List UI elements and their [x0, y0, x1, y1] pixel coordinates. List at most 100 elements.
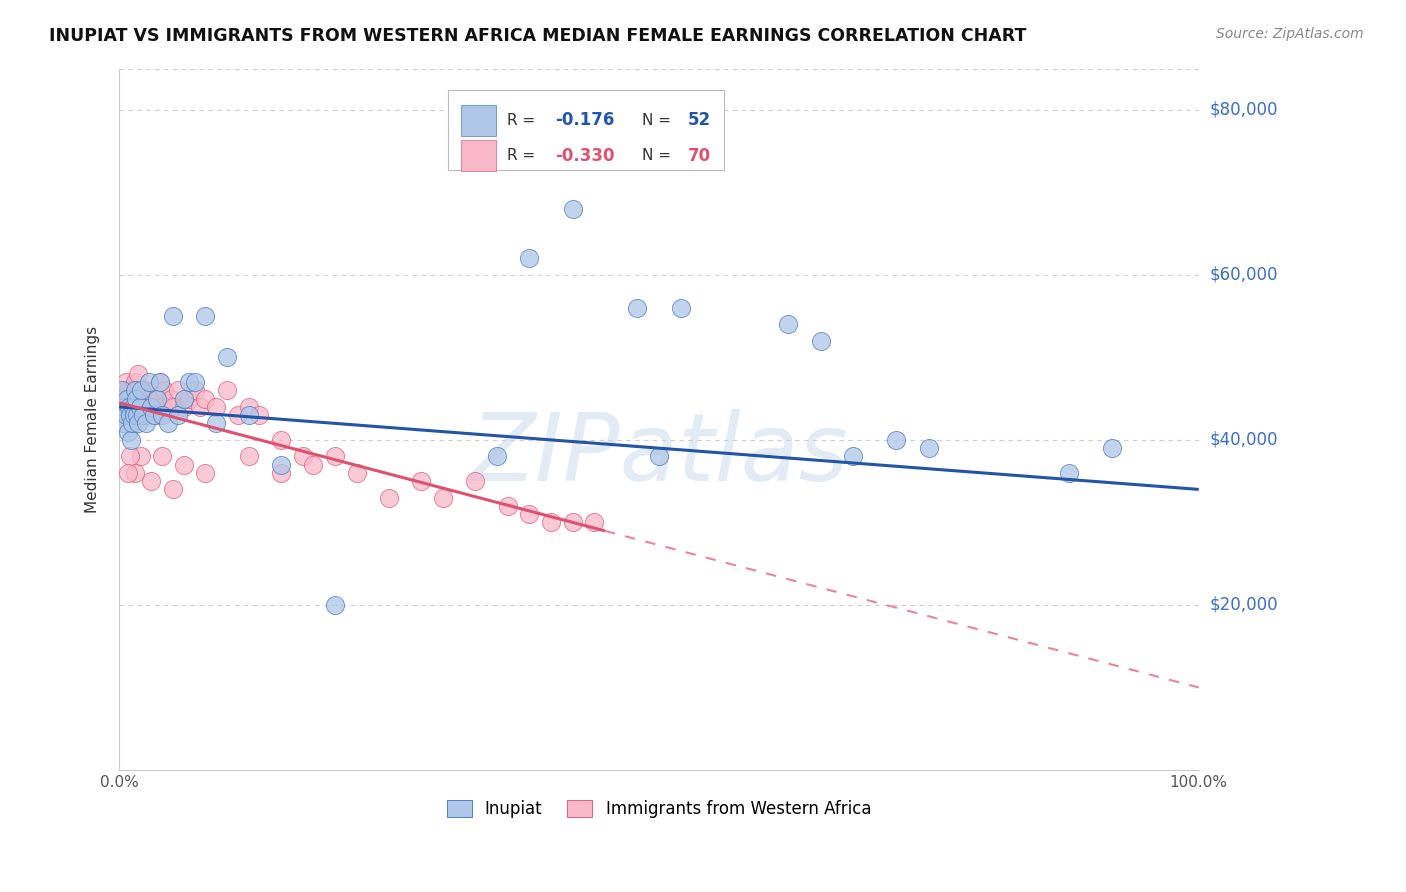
Point — [561, 202, 583, 216]
Point — [149, 375, 172, 389]
Point — [150, 450, 173, 464]
Point — [669, 301, 692, 315]
Text: R =: R = — [506, 112, 534, 128]
Point — [127, 417, 149, 431]
Point — [302, 458, 325, 472]
Point — [188, 400, 211, 414]
Point — [167, 408, 190, 422]
Point — [111, 408, 134, 422]
Point — [121, 417, 143, 431]
Point — [118, 392, 141, 406]
Point — [115, 392, 138, 406]
Point — [136, 408, 159, 422]
Text: 70: 70 — [688, 146, 711, 165]
Point — [114, 400, 136, 414]
Point — [162, 483, 184, 497]
Point — [183, 375, 205, 389]
Text: $80,000: $80,000 — [1211, 101, 1278, 119]
Point — [127, 408, 149, 422]
Legend: Inupiat, Immigrants from Western Africa: Inupiat, Immigrants from Western Africa — [440, 793, 877, 825]
Point — [886, 433, 908, 447]
Point — [205, 400, 228, 414]
Text: $20,000: $20,000 — [1211, 596, 1278, 614]
Y-axis label: Median Female Earnings: Median Female Earnings — [86, 326, 100, 513]
FancyBboxPatch shape — [449, 89, 724, 170]
Point — [179, 375, 201, 389]
Point — [238, 450, 260, 464]
Point — [122, 408, 145, 422]
Point — [411, 474, 433, 488]
FancyBboxPatch shape — [461, 104, 496, 136]
Point — [120, 433, 142, 447]
Text: INUPIAT VS IMMIGRANTS FROM WESTERN AFRICA MEDIAN FEMALE EARNINGS CORRELATION CHA: INUPIAT VS IMMIGRANTS FROM WESTERN AFRIC… — [49, 27, 1026, 45]
Point — [110, 384, 132, 398]
Point — [153, 384, 176, 398]
Point — [142, 384, 165, 398]
Point — [108, 400, 131, 414]
Point — [122, 392, 145, 406]
Point — [238, 400, 260, 414]
Point — [323, 598, 346, 612]
Point — [291, 450, 314, 464]
Point — [121, 384, 143, 398]
Point — [141, 400, 163, 414]
Point — [112, 417, 135, 431]
Point — [561, 516, 583, 530]
Text: $40,000: $40,000 — [1211, 431, 1278, 449]
Point — [124, 384, 146, 398]
Point — [464, 474, 486, 488]
Point — [215, 351, 238, 365]
Point — [167, 384, 190, 398]
Point — [122, 408, 145, 422]
Point — [129, 384, 152, 398]
Text: Source: ZipAtlas.com: Source: ZipAtlas.com — [1216, 27, 1364, 41]
Point — [583, 516, 606, 530]
Point — [128, 408, 150, 422]
Point — [142, 408, 165, 422]
Point — [124, 375, 146, 389]
Point — [249, 408, 271, 422]
Point — [842, 450, 865, 464]
Point — [194, 309, 217, 323]
Point — [118, 450, 141, 464]
Text: 52: 52 — [688, 112, 711, 129]
Point — [120, 400, 142, 414]
Point — [146, 392, 169, 406]
Point — [135, 417, 157, 431]
Point — [183, 384, 205, 398]
Point — [215, 384, 238, 398]
Point — [110, 400, 132, 414]
Point — [141, 400, 163, 414]
Point — [127, 384, 149, 398]
Point — [117, 425, 139, 439]
Point — [179, 392, 201, 406]
Point — [117, 384, 139, 398]
FancyBboxPatch shape — [461, 140, 496, 171]
Point — [156, 400, 179, 414]
Point — [194, 466, 217, 480]
Point — [156, 417, 179, 431]
Point — [112, 392, 135, 406]
Point — [149, 375, 172, 389]
Point — [125, 392, 148, 406]
Point — [127, 367, 149, 381]
Point — [125, 400, 148, 414]
Point — [173, 458, 195, 472]
Point — [132, 408, 155, 422]
Text: -0.176: -0.176 — [555, 112, 614, 129]
Point — [118, 408, 141, 422]
Point — [810, 334, 832, 348]
Point — [1101, 441, 1123, 455]
Point — [132, 400, 155, 414]
Point — [114, 375, 136, 389]
Point — [485, 450, 508, 464]
Point — [115, 400, 138, 414]
Point — [114, 408, 136, 422]
Text: R =: R = — [506, 148, 534, 163]
Point — [238, 408, 260, 422]
Point — [517, 252, 540, 266]
Point — [270, 458, 292, 472]
Point — [162, 400, 184, 414]
Point — [150, 400, 173, 414]
Point — [138, 375, 160, 389]
